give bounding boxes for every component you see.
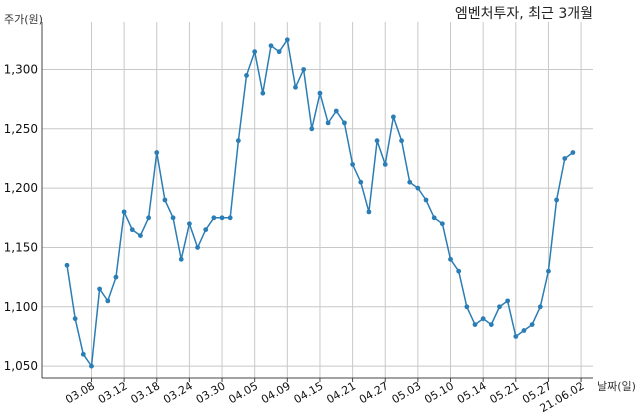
y-tick-label: 1,300 xyxy=(4,62,38,76)
x-tick-label: 04.27 xyxy=(357,379,391,406)
data-point xyxy=(513,334,519,339)
price-series xyxy=(64,37,576,369)
data-point xyxy=(464,304,470,310)
y-tick-label: 1,050 xyxy=(4,359,38,373)
x-tick-label: 03.24 xyxy=(161,379,195,406)
data-point xyxy=(488,322,494,327)
data-point xyxy=(505,298,511,304)
data-point xyxy=(521,328,527,333)
data-point xyxy=(562,156,568,161)
data-point xyxy=(537,304,543,310)
data-point xyxy=(546,268,551,274)
data-point xyxy=(554,197,559,203)
data-point xyxy=(480,316,486,322)
data-point xyxy=(162,197,168,203)
data-point xyxy=(129,227,135,233)
data-point xyxy=(456,268,462,274)
data-point xyxy=(350,162,355,167)
data-point xyxy=(219,215,225,221)
chart-title: 엠벤처투자, 최근 3개월 xyxy=(455,6,593,22)
data-point xyxy=(72,316,78,322)
data-point xyxy=(293,84,298,90)
data-point xyxy=(309,126,315,132)
data-point xyxy=(178,256,184,262)
data-point xyxy=(80,351,86,357)
data-point xyxy=(342,120,347,126)
x-tick-label: 04.05 xyxy=(226,379,260,406)
y-tick-label: 1,100 xyxy=(4,300,38,314)
y-tick-label: 1,150 xyxy=(4,240,38,254)
data-point xyxy=(64,262,70,268)
data-point xyxy=(203,227,209,233)
x-tick-label: 04.09 xyxy=(259,379,293,406)
x-tick-label: 05.21 xyxy=(488,379,522,406)
data-point xyxy=(97,286,103,292)
data-point xyxy=(391,114,396,120)
x-tick-label: 03.08 xyxy=(63,379,97,406)
data-point xyxy=(570,150,576,155)
y-axis-label: 주가(원) xyxy=(4,13,43,26)
data-point xyxy=(170,215,176,221)
grid-lines xyxy=(42,22,593,378)
x-tick-label: 04.21 xyxy=(324,379,358,406)
data-point xyxy=(260,90,266,96)
data-point xyxy=(227,215,233,221)
data-point xyxy=(138,233,143,239)
data-point xyxy=(211,215,217,221)
x-axis-label: 날짜(일) xyxy=(597,379,636,393)
data-point xyxy=(317,90,323,96)
data-point xyxy=(382,162,388,167)
data-point xyxy=(268,43,274,49)
x-tick-label: 03.18 xyxy=(128,379,162,406)
y-tick-labels: 1,050 1,100 1,150 1,200 1,250 1,300 xyxy=(4,62,38,373)
y-tick-label: 1,250 xyxy=(4,122,38,136)
data-point xyxy=(325,120,331,126)
data-point xyxy=(276,49,282,55)
data-point xyxy=(472,322,478,327)
data-point xyxy=(301,67,307,72)
data-point xyxy=(244,73,249,78)
data-point xyxy=(439,221,445,227)
data-point xyxy=(105,298,111,304)
data-point xyxy=(235,138,241,144)
data-point xyxy=(121,209,127,215)
data-point xyxy=(407,179,413,185)
data-point xyxy=(431,215,437,221)
x-tick-label: 05.03 xyxy=(390,379,424,406)
data-point xyxy=(529,322,535,327)
data-point xyxy=(89,363,94,369)
data-point xyxy=(195,245,200,250)
x-tick-labels: 03.0803.1203.1803.2403.3004.0504.0904.15… xyxy=(63,379,586,415)
data-point xyxy=(333,108,339,114)
x-tick-label: 03.12 xyxy=(96,379,130,406)
data-point xyxy=(146,215,152,221)
data-point xyxy=(252,49,258,55)
x-tick-label: 04.15 xyxy=(292,379,326,406)
data-point xyxy=(399,138,404,144)
data-point xyxy=(423,197,429,203)
x-tick-label: 05.14 xyxy=(455,379,489,406)
data-point xyxy=(187,221,192,227)
data-point xyxy=(497,304,502,310)
x-tick-label: 05.10 xyxy=(422,379,456,406)
y-tick-label: 1,200 xyxy=(4,181,38,195)
axes xyxy=(41,22,593,382)
data-point xyxy=(358,179,364,185)
data-point xyxy=(374,138,380,144)
data-point xyxy=(113,274,119,280)
x-tick-label: 03.30 xyxy=(194,379,228,406)
data-point xyxy=(154,150,160,155)
data-point xyxy=(415,185,421,191)
data-point xyxy=(284,37,290,43)
data-point xyxy=(448,256,453,262)
data-point xyxy=(366,209,372,215)
